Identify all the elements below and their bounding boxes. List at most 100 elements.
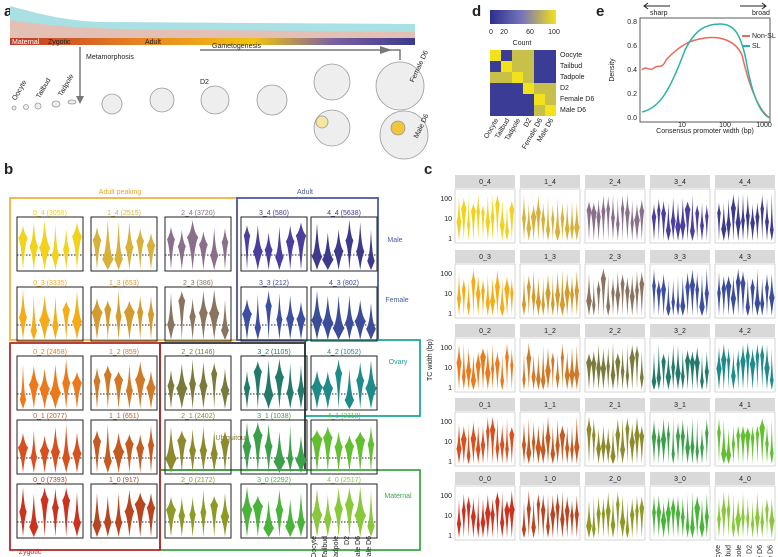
- violin: [730, 275, 737, 316]
- cluster-frame: [310, 355, 378, 411]
- violin: [605, 427, 611, 464]
- violin: [489, 277, 496, 316]
- violin: [365, 360, 377, 409]
- violin: [630, 199, 634, 241]
- violin: [480, 498, 486, 538]
- violin: [29, 493, 39, 537]
- violin: [705, 418, 709, 464]
- cluster-frame: [90, 216, 158, 272]
- facet-label: 3_1: [674, 402, 686, 409]
- violin: [176, 363, 188, 409]
- heatmap-cell: [501, 83, 512, 94]
- violin: [616, 197, 620, 241]
- cluster-label: 3_3 (212): [259, 280, 289, 287]
- violin: [740, 344, 746, 390]
- violin: [666, 279, 671, 316]
- violin: [186, 220, 199, 270]
- heatmap-cell: [523, 105, 534, 116]
- cluster-frame: [16, 355, 84, 411]
- violin: [526, 202, 532, 241]
- cluster-frame: [240, 419, 308, 475]
- violin: [286, 295, 295, 340]
- violin: [639, 425, 645, 464]
- cluster-frame: [16, 216, 84, 272]
- violin: [254, 294, 262, 340]
- violin: [101, 219, 114, 270]
- heatmap-cell: [545, 94, 556, 105]
- violin: [746, 497, 750, 538]
- violin: [242, 422, 252, 473]
- violin: [601, 194, 606, 241]
- violin: [521, 421, 527, 464]
- cluster-frame: [164, 355, 232, 411]
- row-label: Tailbud: [560, 63, 582, 70]
- violin: [526, 418, 532, 464]
- violin: [586, 201, 592, 241]
- cluster-frame: [240, 286, 308, 342]
- facet-strip: [715, 175, 775, 188]
- violin: [656, 343, 662, 390]
- violin: [495, 491, 500, 538]
- facet-panel: [649, 337, 711, 393]
- violin: [540, 345, 546, 390]
- violin: [189, 428, 197, 473]
- facet-label: 3_2: [674, 328, 686, 335]
- violin: [635, 345, 639, 390]
- violin: [535, 195, 541, 241]
- violin: [570, 275, 574, 316]
- facet-strip: [650, 398, 710, 411]
- facet-label: 0_1: [479, 402, 491, 409]
- violin: [625, 343, 630, 390]
- heatmap-cell: [512, 105, 523, 116]
- violin: [480, 348, 486, 390]
- violin: [606, 346, 610, 390]
- violin: [611, 277, 615, 316]
- violin: [499, 199, 505, 241]
- violin: [273, 431, 286, 473]
- violin: [526, 490, 531, 538]
- violin: [134, 492, 146, 537]
- violin: [721, 343, 727, 390]
- embryo-illustrations: [11, 61, 429, 160]
- violin: [720, 419, 727, 464]
- violin: [241, 486, 253, 537]
- violin: [178, 496, 186, 537]
- violin: [356, 361, 365, 409]
- violin: [481, 204, 485, 241]
- violin: [522, 350, 526, 390]
- violin: [62, 423, 71, 473]
- violin: [189, 359, 197, 409]
- violin: [125, 363, 133, 409]
- violin: [146, 232, 156, 270]
- cluster-label: 3_0 (2292): [257, 477, 291, 484]
- violin: [263, 359, 274, 409]
- facet-strip: [520, 472, 580, 485]
- facet-strip: [455, 398, 515, 411]
- colorbar-title: Count: [513, 40, 532, 47]
- facet-strip: [585, 472, 645, 485]
- violin: [590, 202, 597, 241]
- violin: [741, 193, 745, 241]
- cluster-label: 0_3 (3335): [33, 280, 67, 287]
- x-tick-label: Tailbud: [322, 536, 329, 557]
- violin: [322, 232, 334, 270]
- violin: [610, 496, 616, 538]
- violin: [165, 426, 177, 473]
- heatmap-cell: [512, 61, 523, 72]
- y-tick-label: 100: [440, 271, 452, 278]
- violin: [629, 497, 635, 538]
- violin: [509, 200, 515, 241]
- violin: [367, 489, 375, 537]
- violin: [276, 293, 283, 340]
- violin: [354, 486, 367, 537]
- violin: [475, 274, 481, 316]
- violin: [574, 270, 580, 316]
- violin: [296, 491, 306, 537]
- violin: [769, 193, 774, 241]
- facet-strip: [455, 250, 515, 263]
- violin: [680, 349, 685, 390]
- facet-label: 2_0: [609, 476, 621, 483]
- violin: [366, 302, 376, 340]
- violin: [49, 364, 62, 409]
- violin: [680, 276, 686, 316]
